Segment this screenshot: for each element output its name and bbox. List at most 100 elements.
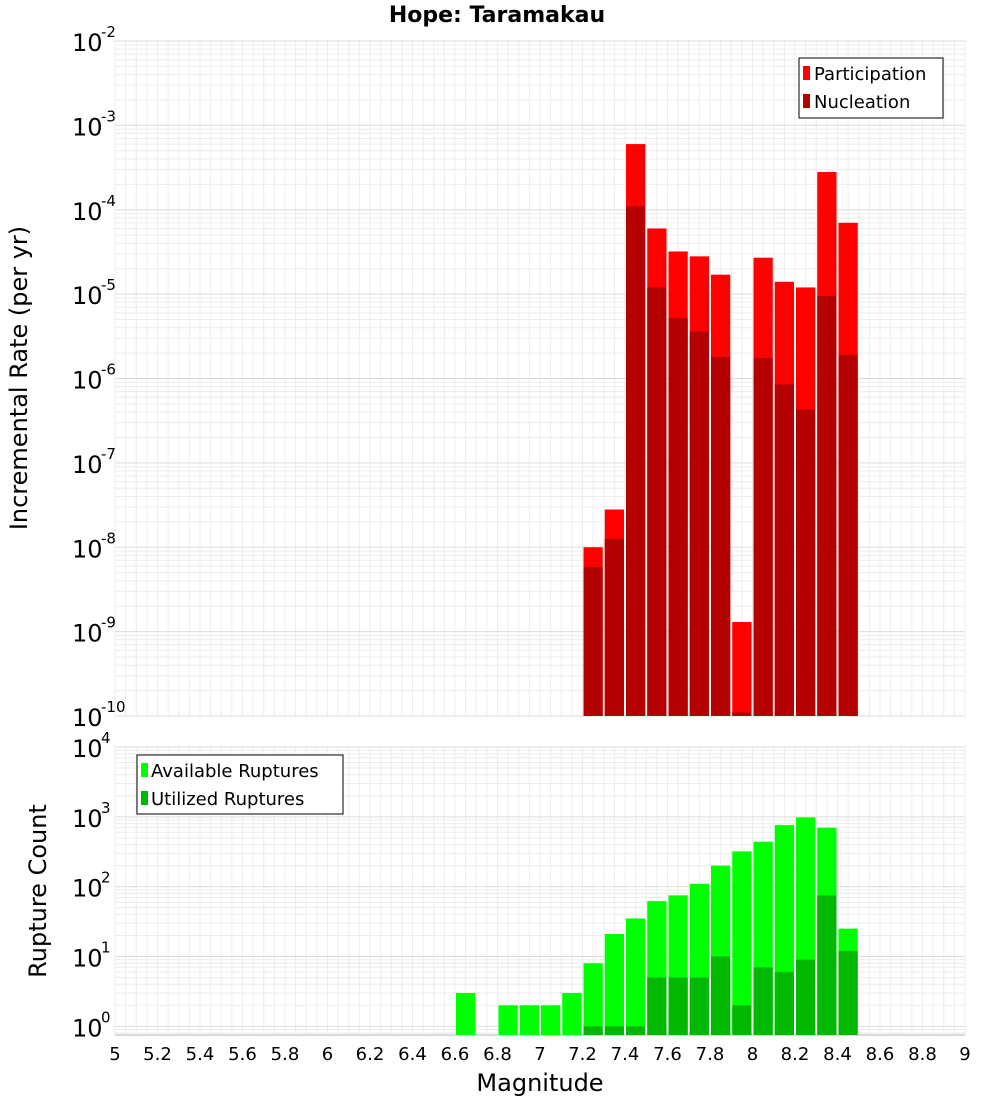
legend-label-participation: Participation <box>814 64 926 85</box>
top-legend-box <box>798 57 944 119</box>
top-y-tick-base: 10 <box>72 704 103 732</box>
bottom-bar-available-ruptures <box>604 933 624 1035</box>
bottom-y-tick-base: 10 <box>72 875 103 903</box>
x-tick-label: 7.6 <box>653 1044 682 1065</box>
bottom-bar-available-ruptures <box>498 1005 518 1035</box>
top-bar-nucleation <box>753 357 773 716</box>
legend-swatch-available-ruptures <box>141 763 148 777</box>
top-bar-nucleation <box>689 331 709 716</box>
top-y-tick-exponent: -6 <box>101 361 116 379</box>
top-y-tick-exponent: -5 <box>101 276 116 294</box>
top-bar-nucleation <box>583 567 603 716</box>
top-y-tick-exponent: -9 <box>101 614 116 632</box>
bottom-bars <box>456 817 858 1035</box>
bottom-y-tick-base: 10 <box>72 735 103 763</box>
top-bar-nucleation <box>647 287 667 716</box>
top-y-tick-exponent: -10 <box>101 698 126 716</box>
bottom-bar-available-ruptures <box>562 992 582 1035</box>
top-bars <box>583 144 858 716</box>
bottom-bar-utilized-ruptures <box>647 977 667 1035</box>
chart-title: Hope: Taramakau <box>389 3 605 28</box>
legend-label-nucleation: Nucleation <box>814 92 910 113</box>
bottom-bar-available-ruptures <box>583 963 603 1035</box>
x-tick-label: 5 <box>109 1044 120 1065</box>
bottom-bar-available-ruptures <box>626 918 646 1035</box>
top-y-tick-base: 10 <box>72 198 103 226</box>
bottom-bar-utilized-ruptures <box>774 971 794 1035</box>
top-bar-nucleation <box>774 384 794 716</box>
legend-swatch-participation <box>803 66 810 80</box>
top-bar-nucleation <box>732 712 752 716</box>
bottom-y-tick-exponent: 4 <box>101 729 111 747</box>
top-y-tick-exponent: -7 <box>101 445 116 463</box>
top-y-tick-exponent: -3 <box>101 107 116 125</box>
x-tick-label: 7.8 <box>696 1044 725 1065</box>
x-tick-label: 8.6 <box>866 1044 895 1065</box>
bottom-bar-available-ruptures <box>732 851 752 1035</box>
x-tick-label: 5.4 <box>186 1044 215 1065</box>
bottom-y-tick-exponent: 2 <box>101 869 111 887</box>
bottom-y-tick-base: 10 <box>72 944 103 972</box>
top-bar-nucleation <box>838 354 858 716</box>
x-tick-label: 8 <box>747 1044 758 1065</box>
top-bar-nucleation <box>711 356 731 716</box>
bottom-legend: Available Ruptures Utilized Ruptures <box>136 754 344 815</box>
top-legend: Participation Nucleation <box>798 57 944 119</box>
bottom-bar-available-ruptures <box>456 992 476 1035</box>
top-y-tick-base: 10 <box>72 451 103 479</box>
bottom-bar-utilized-ruptures <box>817 895 837 1035</box>
top-y-tick-base: 10 <box>72 535 103 563</box>
top-y-tick-base: 10 <box>72 29 103 57</box>
x-tick-label: 6.4 <box>398 1044 427 1065</box>
x-tick-label: 6 <box>322 1044 333 1065</box>
x-tick-label: 7 <box>534 1044 545 1065</box>
bottom-bar-available-ruptures <box>541 1005 561 1035</box>
bottom-y-tick-base: 10 <box>72 805 103 833</box>
top-y-tick-base: 10 <box>72 367 103 395</box>
legend-label-utilized-ruptures: Utilized Ruptures <box>151 789 304 810</box>
x-axis-label: Magnitude <box>476 1069 603 1097</box>
bottom-bar-utilized-ruptures <box>583 1026 603 1035</box>
x-tick-label: 7.2 <box>568 1044 597 1065</box>
top-y-tick-base: 10 <box>72 620 103 648</box>
top-y-tick-base: 10 <box>72 113 103 141</box>
bottom-bar-utilized-ruptures <box>711 956 731 1035</box>
x-tick-label: 6.6 <box>441 1044 470 1065</box>
legend-label-available-ruptures: Available Ruptures <box>151 761 319 782</box>
bottom-y-axis-label: Rupture Count <box>24 804 52 978</box>
legend-swatch-nucleation <box>803 94 810 108</box>
top-bar-nucleation <box>668 318 688 716</box>
top-bar-nucleation <box>604 539 624 716</box>
x-tick-label: 5.2 <box>143 1044 172 1065</box>
bottom-bar-utilized-ruptures <box>689 977 709 1035</box>
top-y-tick-exponent: -8 <box>101 529 116 547</box>
bottom-legend-box <box>136 754 344 815</box>
bottom-bar-utilized-ruptures <box>838 950 858 1035</box>
x-tick-label: 7.4 <box>611 1044 640 1065</box>
top-bar-nucleation <box>796 409 816 716</box>
x-ticks: 5 5.2 5.4 5.6 5.8 6 6.2 6.4 6.6 6.8 7 7.2 7.4 7.6 7.8 8… <box>109 1044 970 1065</box>
bottom-y-tick-exponent: 1 <box>101 938 111 956</box>
x-tick-label: 8.4 <box>823 1044 852 1065</box>
top-bar-nucleation <box>817 296 837 716</box>
top-grid <box>114 40 966 717</box>
top-bar-participation <box>732 622 752 716</box>
bottom-y-tick-exponent: 0 <box>101 1008 111 1026</box>
top-y-tick-base: 10 <box>72 282 103 310</box>
bottom-bar-utilized-ruptures <box>668 977 688 1035</box>
bottom-bar-utilized-ruptures <box>626 1026 646 1035</box>
x-tick-label: 9 <box>959 1044 970 1065</box>
top-y-tick-exponent: -2 <box>101 23 116 41</box>
top-y-tick-exponent: -4 <box>101 192 116 210</box>
bottom-y-tick-exponent: 3 <box>101 799 111 817</box>
bottom-y-tick-base: 10 <box>72 1014 103 1042</box>
x-tick-label: 6.8 <box>483 1044 512 1065</box>
x-tick-label: 8.8 <box>908 1044 937 1065</box>
bottom-bar-utilized-ruptures <box>796 959 816 1035</box>
x-tick-label: 6.2 <box>356 1044 385 1065</box>
